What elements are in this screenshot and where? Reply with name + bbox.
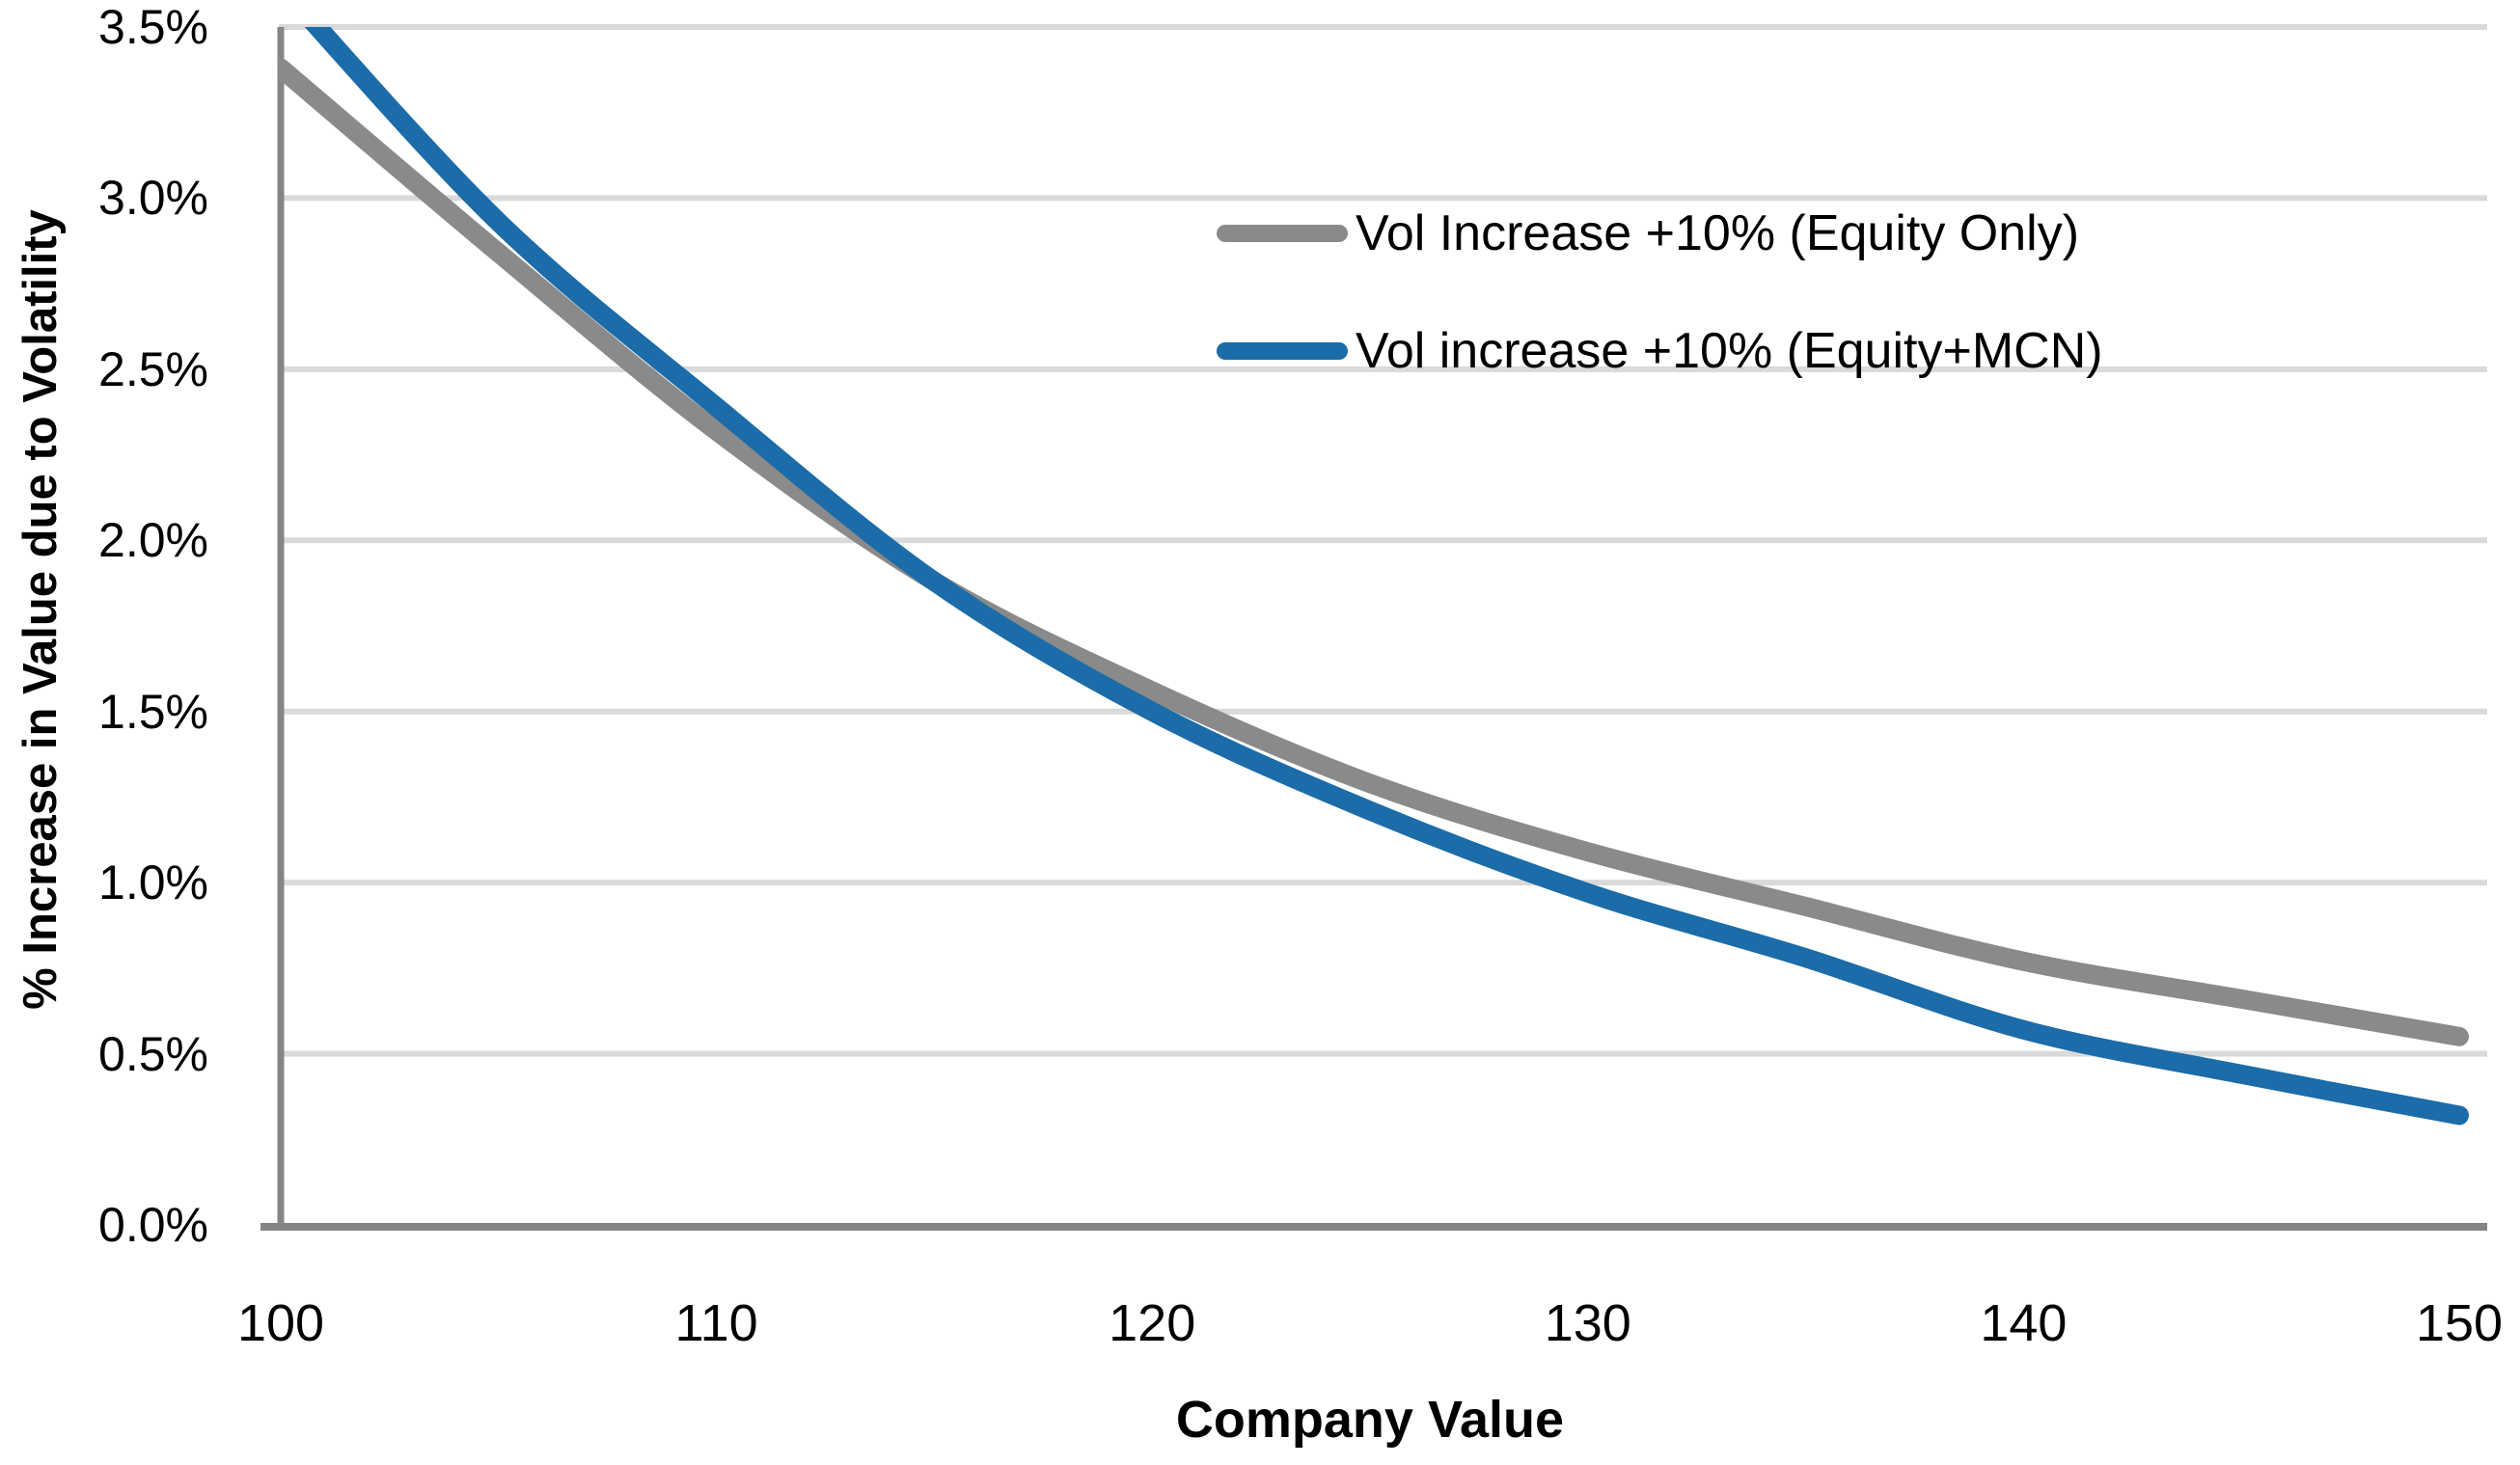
x-tick-label: 150 (2415, 1294, 2504, 1352)
y-axis-title: % Increase in Value due to Volatility (14, 209, 67, 1010)
y-tick-label: 3.5% (98, 0, 208, 54)
y-tick-label: 0.5% (98, 1026, 208, 1081)
series-line-equity-only (279, 58, 2469, 1046)
x-tick-label: 140 (1980, 1294, 2068, 1352)
legend-swatch-equity-mcn (1217, 342, 1348, 360)
series-line-equity-mcn (304, 27, 2469, 1126)
y-tick-label: 2.5% (98, 341, 208, 396)
y-tick-label: 3.0% (98, 171, 208, 226)
x-tick-label: 100 (236, 1294, 325, 1352)
x-tick-label: 130 (1544, 1294, 1631, 1352)
legend-label-equity-only: Vol Increase +10% (Equity Only) (1356, 205, 2080, 261)
legend-item-equity-only: Vol Increase +10% (Equity Only) (1217, 197, 2103, 270)
y-tick-label: 2.0% (98, 513, 208, 568)
x-tick-label: 120 (1109, 1294, 1196, 1352)
legend: Vol Increase +10% (Equity Only) Vol incr… (1217, 197, 2103, 388)
x-axis-title: Company Value (1175, 1391, 1565, 1449)
x-tick-label: 110 (674, 1294, 758, 1352)
y-tick-label: 0.0% (98, 1198, 208, 1252)
legend-label-equity-mcn: Vol increase +10% (Equity+MCN) (1356, 323, 2103, 379)
legend-swatch-equity-only (1217, 225, 1348, 242)
y-tick-label: 1.0% (98, 855, 208, 910)
legend-item-equity-mcn: Vol increase +10% (Equity+MCN) (1217, 314, 2103, 388)
y-tick-label: 1.5% (98, 684, 208, 739)
